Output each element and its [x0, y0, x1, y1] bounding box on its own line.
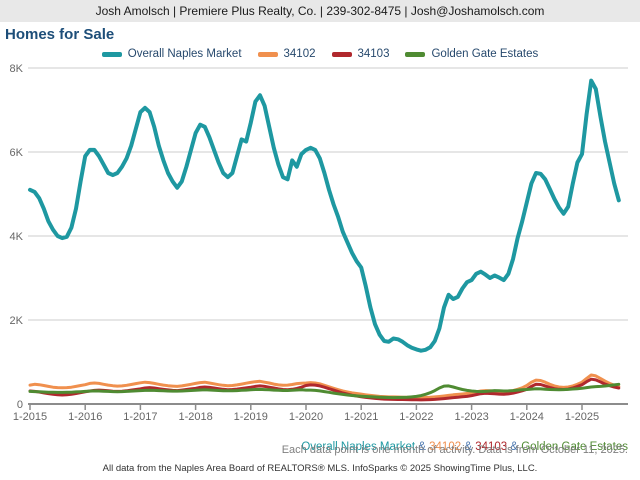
svg-text:1-2019: 1-2019 [234, 411, 268, 423]
legend-swatch-red [331, 51, 352, 57]
svg-text:1-2022: 1-2022 [399, 411, 433, 423]
legend-label: Overall Naples Market [127, 48, 242, 60]
svg-text:1-2025: 1-2025 [565, 411, 599, 423]
svg-text:1-2020: 1-2020 [289, 411, 323, 423]
svg-text:6K: 6K [10, 147, 24, 159]
legend-item-34102: 34102 [257, 48, 316, 60]
footer-ampersand: & [415, 441, 430, 453]
footer-series-overall: Overall Naples Market [301, 441, 416, 453]
footer-series-line: Overall Naples Market & 34102 & 34103 & … [295, 429, 628, 453]
svg-text:8K: 8K [10, 63, 24, 75]
page-title: Homes for Sale [5, 26, 115, 43]
legend-item-overall-naples-market: Overall Naples Market [101, 48, 242, 60]
footer-note: Each data point is one month of activity… [281, 444, 628, 456]
legend-label: 34102 [283, 48, 316, 60]
legend-item-golden-gate-estates: Golden Gate Estates [405, 48, 538, 60]
svg-text:0: 0 [17, 399, 23, 411]
legend-swatch-orange [257, 51, 278, 57]
chart-legend: Overall Naples Market 34102 34103 Golden… [0, 47, 640, 61]
svg-text:1-2015: 1-2015 [13, 411, 47, 423]
contact-info: Josh Amolsch | Premiere Plus Realty, Co.… [95, 4, 545, 18]
footer-series-34103: 34103 [475, 441, 508, 453]
svg-text:4K: 4K [10, 231, 24, 243]
legend-swatch-teal [101, 51, 122, 57]
svg-text:1-2024: 1-2024 [510, 411, 544, 423]
svg-text:2K: 2K [10, 315, 24, 327]
footer-ampersand: & [507, 441, 522, 453]
footer-attribution: All data from the Naples Area Board of R… [102, 463, 538, 474]
legend-label: Golden Gate Estates [431, 48, 539, 60]
homes-for-sale-chart: 1-2015 1-2016 1-2017 1-2018 1-2019 1-2020 1-20… [10, 63, 628, 423]
svg-text:1-2021: 1-2021 [344, 411, 378, 423]
legend-swatch-green [405, 51, 426, 57]
svg-text:1-2016: 1-2016 [68, 411, 102, 423]
footer-series-golden-gate: Golden Gate Estates [521, 441, 628, 453]
svg-text:1-2018: 1-2018 [178, 411, 212, 423]
svg-text:1-2023: 1-2023 [454, 411, 488, 423]
footer-ampersand: & [461, 441, 476, 453]
legend-item-34103: 34103 [331, 48, 390, 60]
svg-text:1-2017: 1-2017 [123, 411, 157, 423]
legend-label: 34103 [357, 48, 390, 60]
header-contact-bar: Josh Amolsch | Premiere Plus Realty, Co.… [0, 0, 640, 22]
footer-series-34102: 34102 [429, 441, 462, 453]
